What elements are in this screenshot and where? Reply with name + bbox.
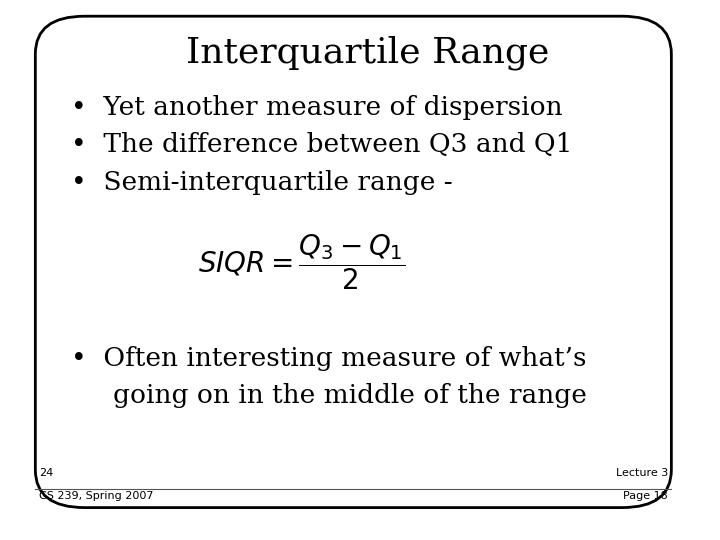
Text: •  Yet another measure of dispersion: • Yet another measure of dispersion [71, 94, 562, 119]
Text: •  Often interesting measure of what’s: • Often interesting measure of what’s [71, 346, 586, 370]
Text: Page 18: Page 18 [623, 491, 668, 502]
Text: Lecture 3: Lecture 3 [616, 468, 668, 478]
Text: $\mathit{SIQR} = \dfrac{Q_3 - Q_1}{2}$: $\mathit{SIQR} = \dfrac{Q_3 - Q_1}{2}$ [198, 232, 405, 292]
Text: 24: 24 [39, 468, 53, 478]
Text: CS 239, Spring 2007: CS 239, Spring 2007 [39, 491, 153, 502]
Text: •  Semi-interquartile range -: • Semi-interquartile range - [71, 170, 452, 195]
FancyBboxPatch shape [35, 16, 671, 508]
Text: going on in the middle of the range: going on in the middle of the range [113, 383, 587, 408]
Text: Interquartile Range: Interquartile Range [186, 35, 549, 70]
Text: •  The difference between Q3 and Q1: • The difference between Q3 and Q1 [71, 132, 572, 157]
